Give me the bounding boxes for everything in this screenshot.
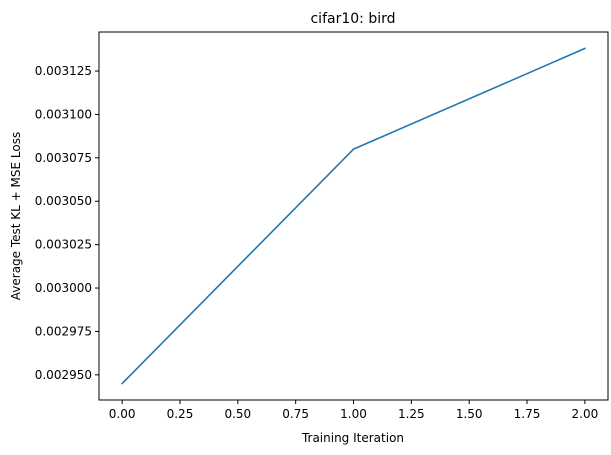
y-tick-label: 0.003075 (35, 151, 92, 165)
x-tick-label: 0.75 (282, 407, 309, 421)
x-tick-label: 0.00 (109, 407, 136, 421)
chart-title: cifar10: bird (310, 11, 395, 27)
x-tick-label: 0.50 (224, 407, 251, 421)
y-tick-label: 0.003000 (35, 281, 92, 295)
x-tick-label: 1.00 (340, 407, 367, 421)
y-axis-label: Average Test KL + MSE Loss (9, 132, 23, 300)
x-tick-label: 1.50 (456, 407, 483, 421)
y-axis: 0.002950 0.002975 0.003000 0.003025 0.003050… (35, 64, 99, 382)
series-line-0 (121, 47, 586, 385)
plot-frame (98, 31, 609, 401)
x-tick-label: 1.25 (398, 407, 425, 421)
y-tick-label: 0.003125 (35, 64, 92, 78)
x-tick-label: 0.25 (167, 407, 194, 421)
x-tick-label: 1.75 (514, 407, 541, 421)
y-tick-label: 0.002975 (35, 324, 92, 338)
x-axis: 0.00 0.25 0.50 0.75 1.00 1.25 1.50 1.75 2.00 (109, 400, 598, 421)
x-tick-label: 2.00 (572, 407, 599, 421)
series-layer (121, 47, 586, 385)
y-tick-label: 0.002950 (35, 368, 92, 382)
y-tick-label: 0.003050 (35, 194, 92, 208)
x-axis-label: Training Iteration (301, 431, 404, 445)
y-tick-label: 0.003100 (35, 107, 92, 121)
plot-area (98, 31, 609, 401)
y-tick-label: 0.003025 (35, 238, 92, 252)
